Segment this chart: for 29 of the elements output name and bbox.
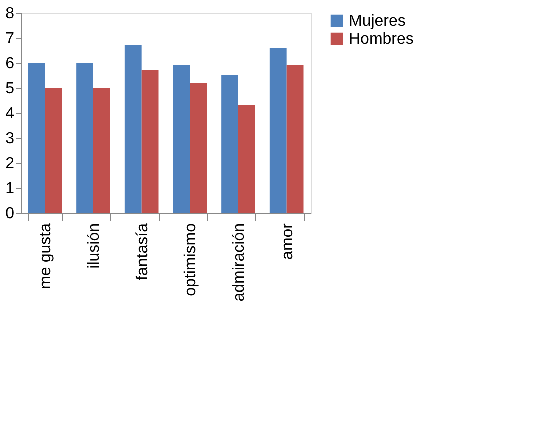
y-tick-label: 0: [6, 206, 15, 222]
bar: [45, 88, 62, 213]
y-tick-label: 8: [6, 6, 15, 22]
bar: [270, 48, 287, 213]
bar: [222, 76, 238, 213]
x-tick-label: ilusión: [86, 224, 103, 269]
x-tick-label: amor: [279, 222, 296, 260]
y-tick-label: 3: [6, 130, 15, 148]
bar: [190, 83, 208, 213]
y-tick-label: 6: [6, 56, 15, 72]
x-tick-label: admiración: [231, 224, 248, 302]
bar: [142, 70, 159, 213]
y-tick-label: 1: [6, 180, 15, 198]
bar: [286, 66, 304, 213]
y-tick-label: 7: [6, 30, 15, 48]
bar: [173, 66, 190, 213]
x-tick-label: me gusta: [38, 223, 55, 290]
y-tick-label: 2: [6, 156, 15, 172]
x-tick-label: optimismo: [182, 223, 200, 296]
x-tick-label: fantasía: [134, 223, 152, 280]
bar: [124, 46, 142, 213]
legend-label: Hombres: [349, 31, 414, 48]
bar: [76, 63, 94, 213]
y-tick-label: 5: [6, 80, 15, 98]
y-tick-label: 4: [6, 106, 15, 122]
bar: [94, 88, 110, 213]
bar: [238, 106, 256, 213]
bar: [28, 63, 46, 213]
legend-label: Mujeres: [349, 13, 406, 30]
